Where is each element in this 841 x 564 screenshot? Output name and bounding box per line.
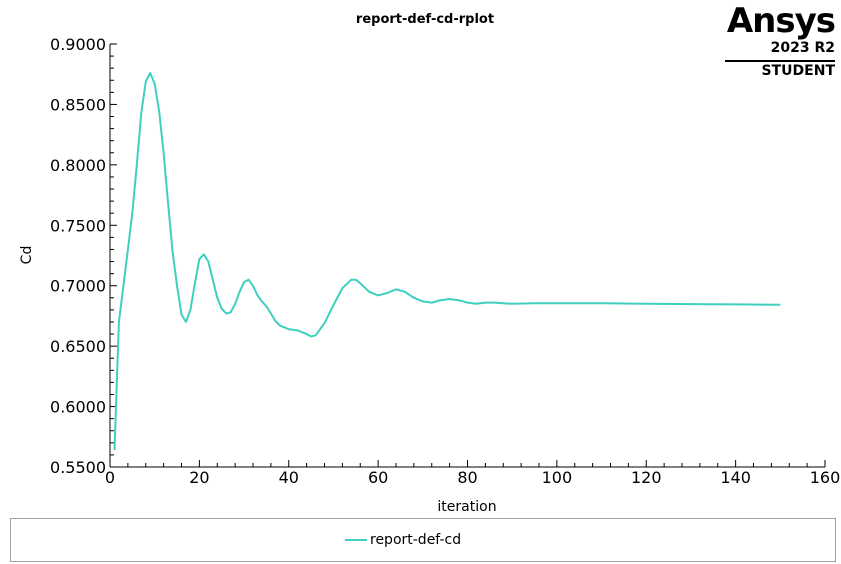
y-tick-label: 0.8500: [50, 95, 106, 114]
chart-title: report-def-cd-rplot: [356, 12, 494, 27]
x-tick-label: 0: [105, 468, 115, 487]
axes: 0.5500 0.6000 0.6500 0.7000 0.7500 0.8000 0.85…: [50, 35, 840, 487]
plot-area: report-def-cd-rplot 0.55000.60000.65000.…: [19, 12, 840, 515]
legend: report-def-cd: [10, 518, 836, 562]
x-tick-label: 20: [189, 468, 209, 487]
x-tick-label: 60: [368, 468, 388, 487]
series-line: [113, 72, 781, 451]
y-tick-label: 0.5500: [50, 458, 106, 477]
legend-entry[interactable]: report-def-cd: [345, 532, 461, 548]
logo-divider: [725, 60, 835, 62]
y-tick-label: 0.7500: [50, 216, 106, 235]
x-tick-label: 120: [631, 468, 662, 487]
x-tick-label: 160: [810, 468, 841, 487]
y-tick-label: 0.9000: [50, 35, 106, 54]
y-tick-label: 0.6000: [50, 398, 106, 417]
legend-label: report-def-cd: [370, 532, 462, 548]
y-tick-label: 0.8000: [50, 156, 106, 175]
logo-version: 2023 R2: [770, 40, 835, 56]
x-axis-title: iteration: [437, 499, 496, 515]
logo-edition: STUDENT: [761, 63, 835, 79]
y-tick-label: 0.6500: [50, 337, 106, 356]
series-layer: [113, 72, 781, 451]
y-tick-label: 0.7000: [50, 277, 106, 296]
x-tick-label: 80: [457, 468, 477, 487]
logo-name: Ansys: [726, 1, 836, 41]
ansys-logo: Ansys 2023 R2 STUDENT: [725, 1, 836, 80]
x-tick-label: 100: [542, 468, 573, 487]
x-tick-label: 40: [279, 468, 299, 487]
legend-swatch: [345, 539, 367, 541]
y-axis-title: Cd: [19, 246, 35, 265]
x-tick-label: 140: [720, 468, 751, 487]
